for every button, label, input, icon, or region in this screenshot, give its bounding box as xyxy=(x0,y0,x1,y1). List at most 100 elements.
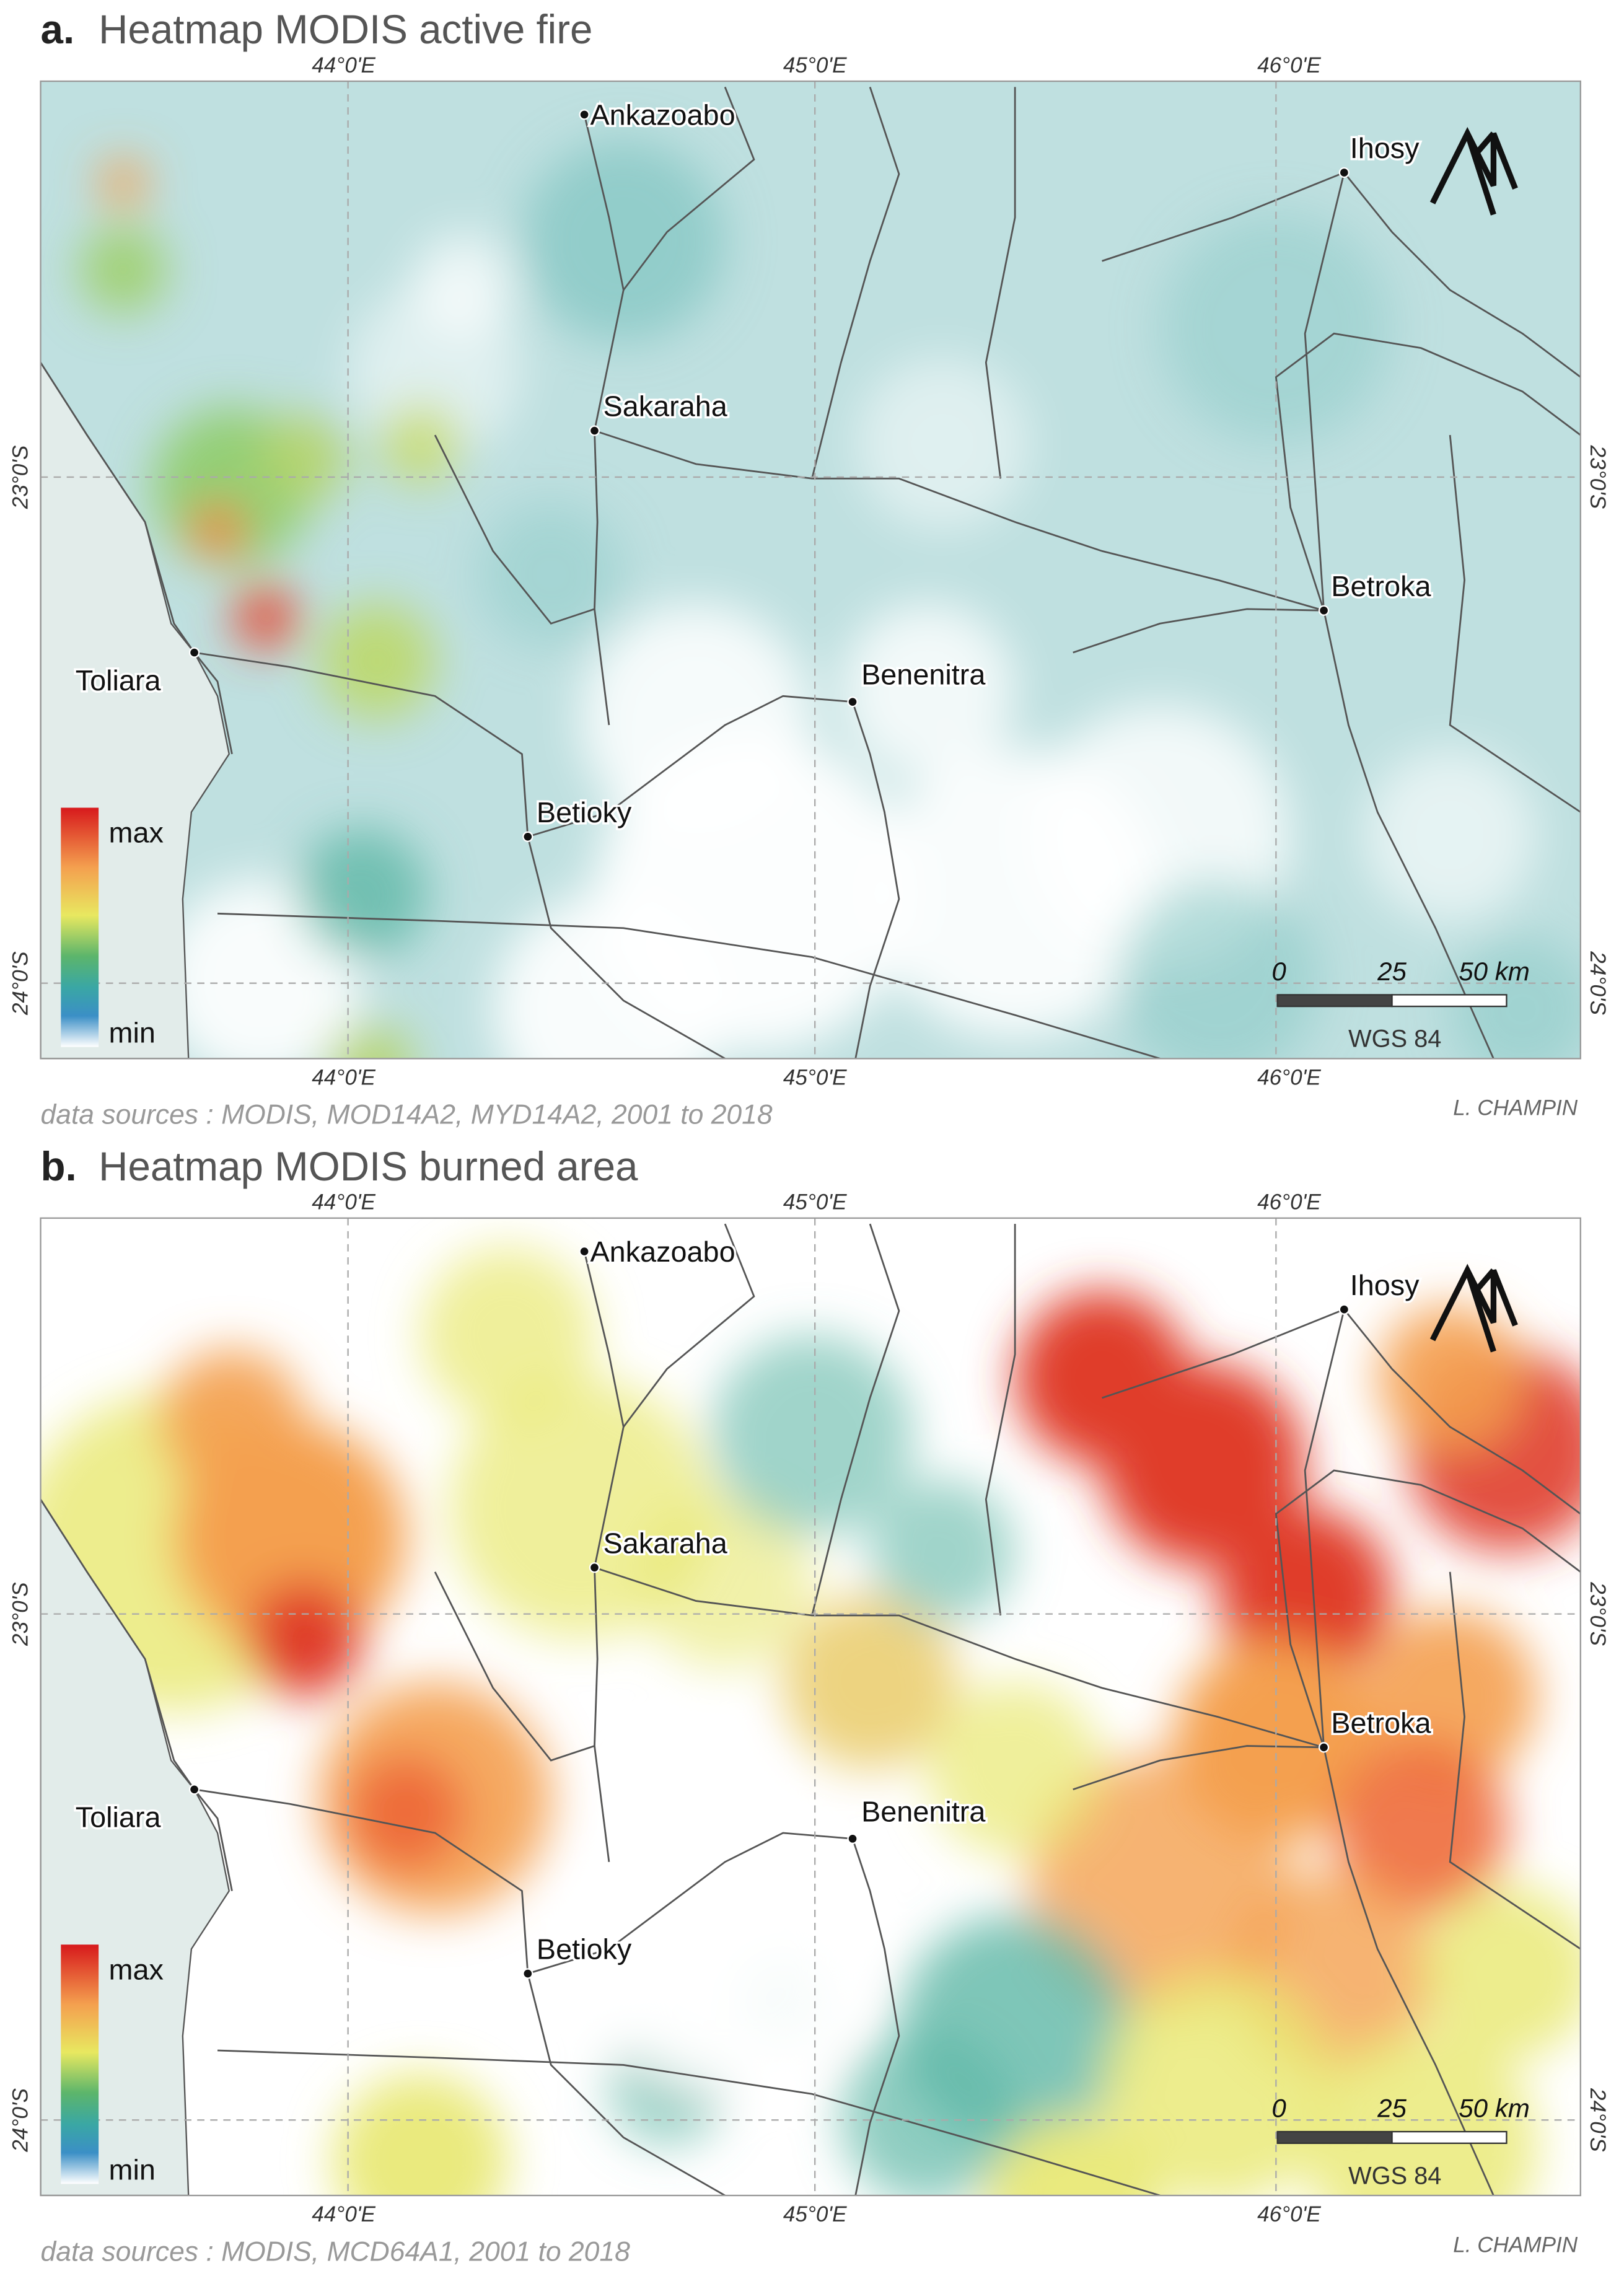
heat-blob xyxy=(855,356,1030,531)
map xyxy=(40,1218,1581,2196)
legend-bar xyxy=(61,1944,99,2184)
lon-label: 44°0'E xyxy=(312,2202,375,2226)
place-dot xyxy=(188,647,200,658)
place-label: Ankazoabo xyxy=(590,1236,735,1268)
lon-label: 46°0'E xyxy=(1257,1065,1321,1089)
heat-blob xyxy=(1102,1363,1306,1566)
place-label: Benenitra xyxy=(861,659,986,691)
legend-min: min xyxy=(109,2153,156,2186)
road xyxy=(1323,1747,1495,2196)
panel: a. Heatmap MODIS active fire44°0'E44°0'E4… xyxy=(8,7,1610,1130)
heat-blob xyxy=(348,1754,464,1871)
scale-bar-light xyxy=(1391,994,1508,1008)
lat-label: 23°0'S xyxy=(8,445,32,509)
lon-label: 46°0'E xyxy=(1257,1190,1321,1215)
heat-blob xyxy=(841,603,1016,778)
lat-label: 24°0'S xyxy=(8,951,32,1016)
heat-blob xyxy=(841,2030,1016,2196)
heat-blob xyxy=(710,1333,914,1537)
source-note: data sources : MODIS, MCD64A1, 2001 to 2… xyxy=(41,2236,631,2267)
heat-blob xyxy=(594,1827,856,2088)
crs-label: WGS 84 xyxy=(1348,2162,1441,2189)
road xyxy=(1449,1571,1581,1950)
road xyxy=(217,912,1161,1059)
road xyxy=(1343,172,1581,378)
road xyxy=(40,362,233,755)
lon-label: 44°0'E xyxy=(312,1065,375,1089)
scale-label: 25 xyxy=(1377,957,1407,986)
heat-blob xyxy=(100,159,147,206)
road xyxy=(434,1571,595,1762)
heat-blob xyxy=(1363,1609,1537,1784)
heat-blob xyxy=(159,1348,305,1494)
road xyxy=(40,1499,233,1891)
road xyxy=(1073,608,1324,654)
source-note: data sources : MODIS, MOD14A2, MYD14A2, … xyxy=(41,1100,773,1130)
heat-blob xyxy=(928,1682,1102,1856)
place-label: Ihosy xyxy=(1350,132,1420,164)
legend-min: min xyxy=(109,1017,156,1049)
heat-blob xyxy=(420,1247,595,1421)
legend-max: max xyxy=(109,1953,164,1985)
panel-title: Heatmap MODIS active fire xyxy=(99,7,592,52)
north-arrow xyxy=(1429,126,1518,216)
road xyxy=(1304,1309,1345,1748)
lat-label: 23°0'S xyxy=(1586,1581,1610,1646)
heat-blob xyxy=(1305,2030,1537,2196)
heat-blob xyxy=(318,603,436,719)
place-dot xyxy=(589,1562,600,1573)
heat-blob xyxy=(1218,1508,1392,1682)
lat-label: 23°0'S xyxy=(8,1582,32,1646)
place-label: Benenitra xyxy=(861,1795,986,1827)
map xyxy=(40,81,1581,1059)
road xyxy=(985,1224,1016,1616)
heat-blob xyxy=(333,2073,508,2196)
panel-letter: a. xyxy=(41,7,75,52)
panel-letter: b. xyxy=(41,1144,77,1189)
heat-blob xyxy=(297,828,428,959)
place-label: Sakaraha xyxy=(604,1527,728,1559)
heat-blob xyxy=(478,501,624,647)
heat-blob xyxy=(1377,1305,1523,1451)
heat-blob xyxy=(79,226,167,314)
heat-blob xyxy=(580,603,812,835)
road xyxy=(1343,1309,1581,1515)
scale-label: 0 xyxy=(1271,2094,1286,2123)
place-dot xyxy=(579,1246,590,1257)
heat-blob xyxy=(638,1493,812,1668)
place-label: Betroka xyxy=(1331,570,1431,602)
heat-blob xyxy=(233,586,297,650)
road xyxy=(1102,1308,1345,1399)
heat-blob xyxy=(522,139,726,343)
legend-bar xyxy=(61,807,99,1047)
road xyxy=(217,2049,1161,2196)
map-frame xyxy=(40,1217,1581,2197)
heat-blob xyxy=(1116,879,1320,1059)
lon-label: 45°0'E xyxy=(783,53,847,77)
place-label: Toliara xyxy=(76,664,162,696)
road xyxy=(851,701,900,1059)
heat-blob xyxy=(261,415,348,502)
scale-label: 25 xyxy=(1377,2094,1407,2123)
lon-label: 46°0'E xyxy=(1257,53,1321,77)
road xyxy=(985,87,1016,479)
road xyxy=(1275,332,1581,611)
lat-label: 24°0'S xyxy=(8,2088,32,2152)
road xyxy=(594,1566,1324,1749)
heatmap xyxy=(40,1247,1581,2196)
lon-label: 44°0'E xyxy=(312,53,375,77)
road xyxy=(594,429,1324,612)
heat-blob xyxy=(191,504,244,557)
place-label: Betioky xyxy=(537,796,632,828)
heat-blob xyxy=(380,403,462,485)
panel: b. Heatmap MODIS burned area44°0'E44°0'E4… xyxy=(8,1144,1610,2267)
place-label: Ankazoabo xyxy=(590,99,735,131)
place-dot xyxy=(847,696,858,708)
map-frame xyxy=(40,80,1581,1060)
place-dot xyxy=(1318,605,1330,616)
scale-bar-dark xyxy=(1276,994,1393,1008)
scale-label: 50 km xyxy=(1459,2094,1530,2123)
lon-label: 44°0'E xyxy=(312,1190,375,1215)
place-label: Sakaraha xyxy=(604,390,728,423)
